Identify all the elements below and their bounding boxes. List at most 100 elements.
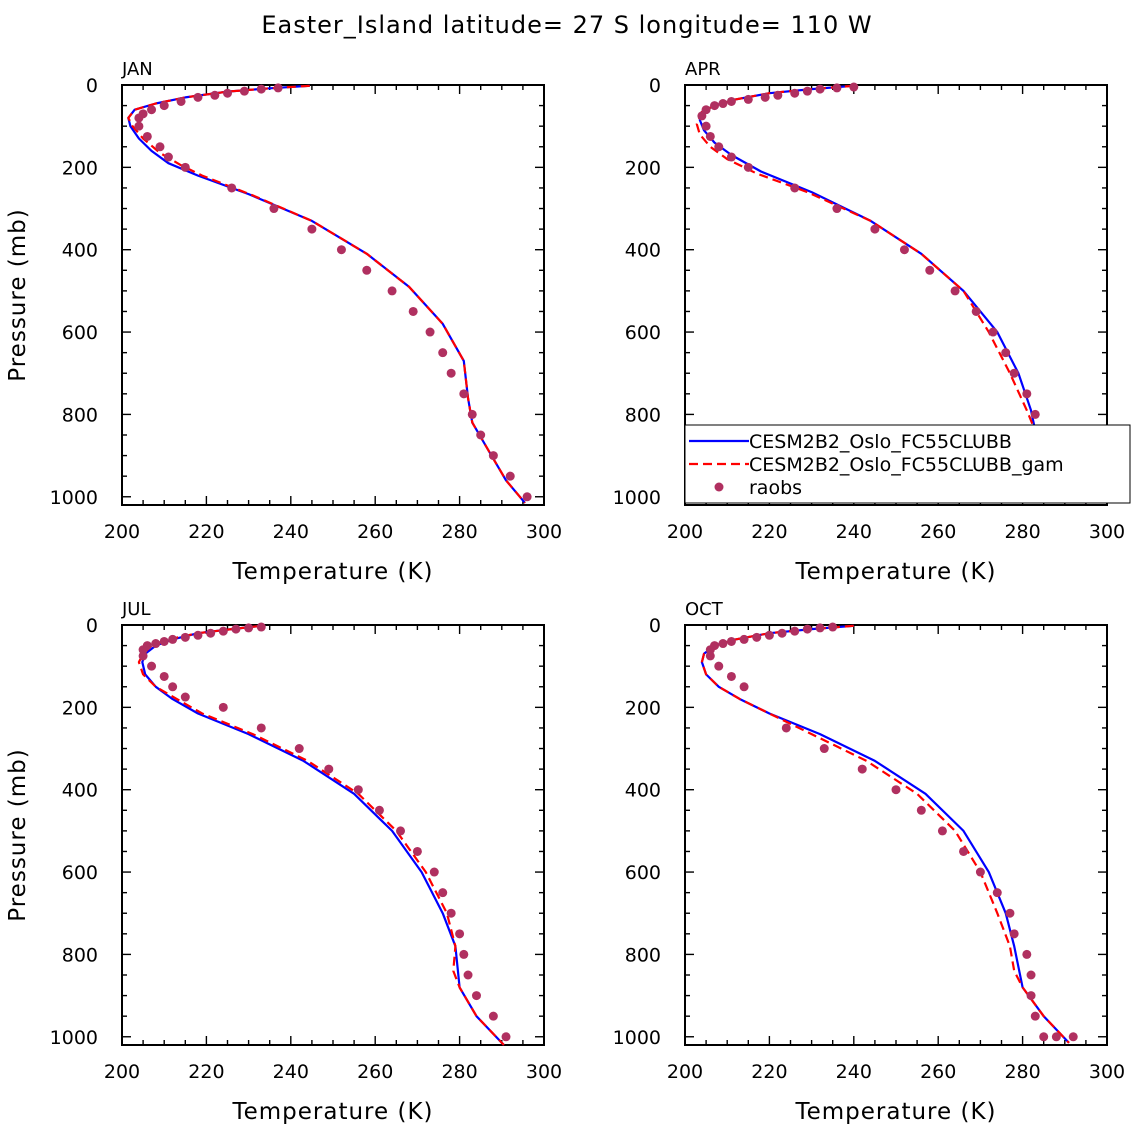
jul-raobs-point [180,692,190,702]
jan-y-tick-label: 1000 [50,487,98,509]
jul-plot-frame [121,624,545,1046]
legend-label: CESM2B2_Oslo_FC55CLUBB_gam [749,454,1064,476]
jul-y-tick-label: 0 [86,615,98,637]
apr-raobs-point [790,88,800,98]
jul-x-tick-label: 200 [104,1061,140,1083]
jul-raobs-point [324,764,334,774]
apr-y-tick-label: 600 [625,322,661,344]
oct-raobs-point [781,723,791,733]
jul-x-tick-label: 280 [441,1061,477,1083]
apr-x-tick-label: 280 [1004,521,1040,543]
jul-raobs-point [151,639,161,649]
oct-x-tick-label: 220 [751,1061,787,1083]
jan-raobs-point [155,142,165,152]
apr-raobs-point [971,306,981,316]
oct-raobs-point [828,622,838,632]
jul-x-tick-label: 260 [357,1061,393,1083]
apr-y-tick-label: 800 [625,404,661,426]
jan-raobs-point [239,86,249,96]
jan-plot-frame [121,84,545,506]
panel-apr: APR 200 220 240 260 280 300 0 200 400 600 800 1000 Te… [613,59,1131,585]
oct-raobs-point [815,623,825,633]
jan-y-axis-label: Pressure (mb) [5,208,31,381]
oct-x-axis-label: Temperature (K) [794,1099,996,1125]
oct-raobs-point [1005,908,1015,918]
jul-raobs-point [147,661,157,671]
jul-x-tick-label: 300 [526,1061,562,1083]
jan-raobs-point [176,96,186,106]
jul-y-tick-label: 200 [62,697,98,719]
jul-raobs-point [412,846,422,856]
jan-y-tick-label: 400 [62,240,98,262]
jan-raobs-point [163,152,173,162]
jan-raobs-point [505,471,515,481]
oct-raobs-point [975,867,985,877]
apr-raobs-point [925,265,935,275]
oct-raobs-point [992,888,1002,898]
oct-y-tick-label: 200 [625,697,661,719]
jan-raobs-point [336,245,346,255]
jul-raobs-point [438,888,448,898]
apr-raobs-point [870,224,880,234]
jul-raobs-point [396,826,406,836]
jul-y-tick-label: 600 [62,862,98,884]
jul-raobs-point [488,1011,498,1021]
jan-raobs-point [425,327,435,337]
apr-raobs-point [988,327,998,337]
figure-title: Easter_Island latitude= 27 S longitude= … [261,11,872,39]
oct-x-tick-label: 200 [667,1061,703,1083]
oct-y-tick-label: 1000 [613,1027,661,1049]
oct-raobs-point [1009,929,1019,939]
oct-x-tick-label: 260 [920,1061,956,1083]
apr-y-tick-label: 400 [625,240,661,262]
apr-raobs-point [726,96,736,106]
jan-raobs-point [227,183,237,193]
jul-x-tick-label: 240 [273,1061,309,1083]
oct-raobs-point [891,785,901,795]
oct-raobs-point [726,671,736,681]
jan-y-tick-label: 200 [62,157,98,179]
oct-raobs-point [726,636,736,646]
apr-raobs-point [832,204,842,214]
oct-raobs-point [777,628,787,638]
apr-raobs-point [714,142,724,152]
apr-raobs-point [1030,409,1040,419]
apr-raobs-point [950,286,960,296]
apr-raobs-point [1001,348,1011,358]
jul-raobs-point [138,651,148,661]
jul-raobs-point [256,622,266,632]
jul-raobs-point [231,624,241,634]
apr-raobs-point [697,111,707,121]
jan-x-tick-label: 300 [526,521,562,543]
apr-y-tick-label: 200 [625,157,661,179]
apr-raobs-point [1009,368,1019,378]
jan-raobs-point [180,162,190,172]
oct-raobs-point [1026,970,1036,980]
panels: JAN 200 220 240 260 280 300 0 200 400 600 800 1000 Te… [5,59,1131,1125]
jan-raobs-point [522,492,532,502]
oct-raobs-point [718,639,728,649]
jan-raobs-point [134,121,144,131]
oct-raobs-point [1039,1032,1049,1042]
jan-raobs-point [273,83,283,93]
oct-raobs-point [739,682,749,692]
jan-y-tick-label: 800 [62,404,98,426]
jan-model-line [127,84,526,504]
oct-raobs-point [802,624,812,634]
oct-raobs-point [752,632,762,642]
oct-raobs-point [819,744,829,754]
apr-y-tick-label: 1000 [613,487,661,509]
oct-model-line [700,624,1070,1044]
jan-raobs-point [446,368,456,378]
jul-raobs-point [193,630,203,640]
apr-x-tick-label: 300 [1089,521,1125,543]
oct-raobs-point [857,764,867,774]
oct-model-gam-line [700,624,1070,1044]
oct-raobs-point [790,626,800,636]
jan-raobs-point [307,224,317,234]
oct-y-tick-label: 600 [625,862,661,884]
oct-raobs-point [1026,991,1036,1001]
apr-raobs-point [1022,389,1032,399]
jul-model-gam-line [137,624,505,1046]
